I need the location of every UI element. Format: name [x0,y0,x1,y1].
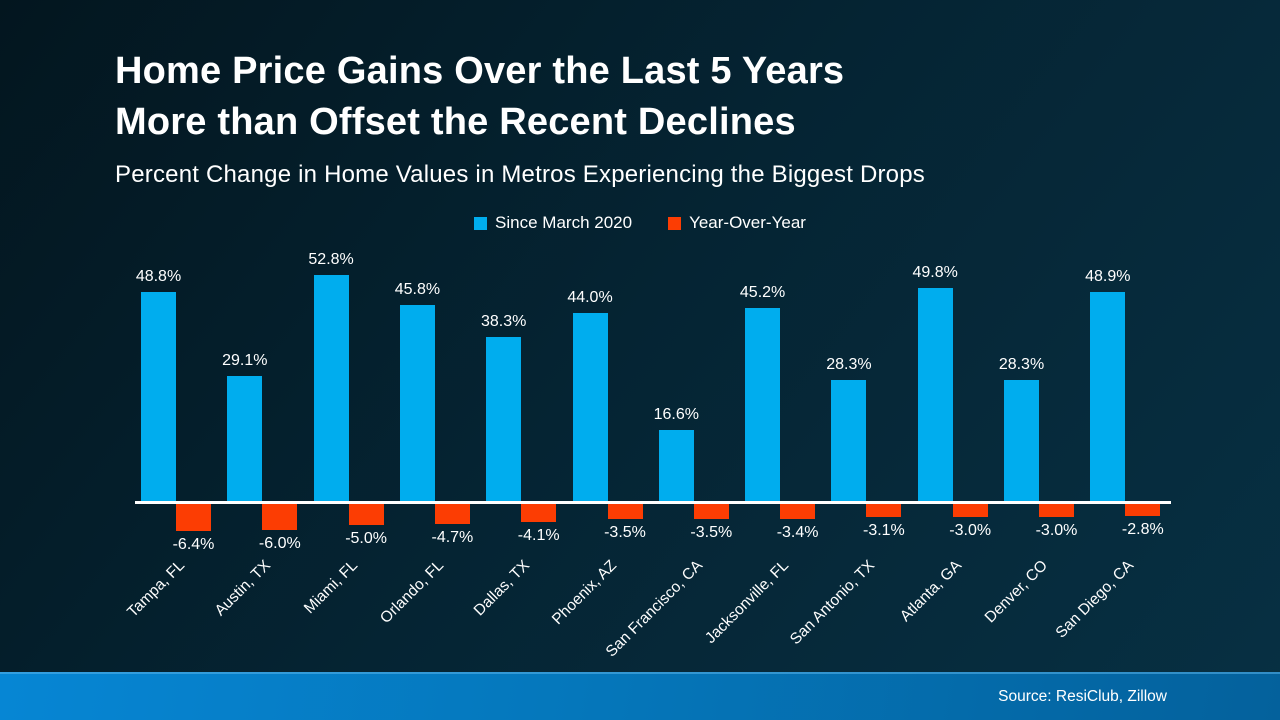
bar-since-march-2020 [572,313,608,501]
value-label-year-over-year: -6.0% [258,535,301,552]
bar-year-over-year [607,504,643,519]
bar-year-over-year [348,504,384,525]
value-label-year-over-year: -2.8% [1121,521,1164,538]
bar-since-march-2020 [313,275,349,501]
bar-since-march-2020 [745,308,781,501]
bar-since-march-2020 [486,337,522,501]
bar-year-over-year [952,504,988,517]
bar-year-over-year [262,504,298,530]
bar-since-march-2020 [227,376,263,501]
legend-item: Year-Over-Year [668,213,806,233]
value-label-since-march-2020: 49.8% [912,264,958,281]
bar-year-over-year [434,504,470,524]
bar-since-march-2020 [1004,380,1039,501]
value-label-year-over-year: -3.5% [690,524,733,541]
value-label-since-march-2020: 45.8% [394,281,441,298]
value-label-year-over-year: -3.0% [949,522,992,539]
legend-label: Year-Over-Year [689,213,806,232]
chart-legend: Since March 2020 Year-Over-Year [0,213,1280,233]
value-label-year-over-year: -4.1% [517,527,560,544]
bar-since-march-2020 [399,305,435,501]
value-label-since-march-2020: 28.3% [826,356,872,373]
value-label-year-over-year: -3.0% [1035,522,1078,539]
chart-subtitle: Percent Change in Home Values in Metros … [115,161,925,188]
bar-year-over-year [693,504,729,519]
value-label-since-march-2020: 29.1% [222,352,268,369]
chart-header: Home Price Gains Over the Last 5 Years M… [115,46,925,189]
source-text: Source: ResiClub, Zillow [998,688,1167,705]
footer-bar: Source: ResiClub, Zillow [0,672,1280,720]
bar-year-over-year [521,504,557,522]
x-axis-line [135,501,1171,504]
value-label-year-over-year: -5.0% [345,530,387,547]
value-label-since-march-2020: 16.6% [653,406,699,423]
chart-title-line-1: Home Price Gains Over the Last 5 Years [115,50,845,92]
bar-year-over-year [866,504,902,517]
legend-label: Since March 2020 [495,213,633,232]
legend-item: Since March 2020 [474,213,632,233]
bar-since-march-2020 [831,380,867,501]
bar-since-march-2020 [141,292,176,501]
value-label-since-march-2020: 44.0% [567,289,613,306]
value-label-since-march-2020: 38.3% [481,313,527,330]
legend-swatch-icon [668,216,682,230]
value-label-since-march-2020: 48.8% [135,268,182,285]
bar-year-over-year [780,504,816,519]
bar-since-march-2020 [658,430,694,501]
chart-title-line-2: More than Offset the Recent Declines [115,101,796,143]
value-label-since-march-2020: 52.8% [308,251,354,268]
bar-since-march-2020 [1090,292,1126,501]
value-label-year-over-year: -3.5% [604,524,646,541]
bar-since-march-2020 [917,288,953,501]
value-label-since-march-2020: 45.2% [739,284,786,301]
value-label-year-over-year: -3.4% [776,524,819,541]
bar-year-over-year [1039,504,1074,517]
bar-year-over-year [1125,504,1161,516]
value-label-since-march-2020: 28.3% [998,356,1045,373]
value-label-year-over-year: -4.7% [431,529,474,546]
bar-year-over-year [176,504,211,531]
value-label-year-over-year: -3.1% [862,522,905,539]
value-label-since-march-2020: 48.9% [1085,268,1131,285]
legend-swatch-icon [474,216,488,230]
value-label-year-over-year: -6.4% [172,536,215,553]
